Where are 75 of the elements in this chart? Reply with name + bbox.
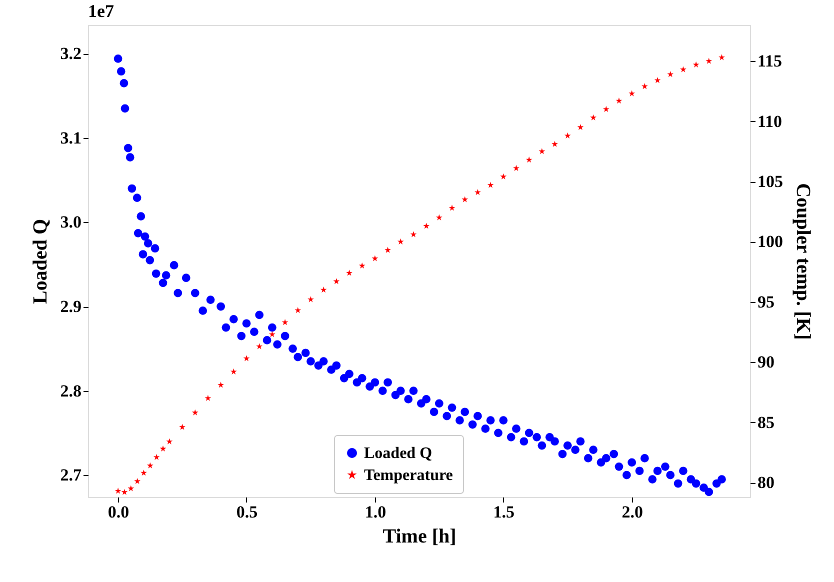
point: [128, 485, 134, 492]
point: [474, 189, 481, 196]
y-tick-label: 3.0: [60, 212, 82, 232]
y-tick-label: 2.7: [60, 466, 82, 485]
point: [526, 156, 532, 163]
point: [564, 132, 571, 138]
x-tick-label: 0.5: [236, 502, 258, 522]
point: [256, 343, 263, 350]
y-tick-label: 3.1: [60, 128, 82, 148]
y2-axis-title: Coupler temp. [K]: [792, 183, 814, 340]
point: [552, 140, 558, 147]
y2-tick-label: 115: [758, 52, 782, 71]
y2-tick-label: 100: [758, 232, 783, 252]
y2-tick-label: 80: [758, 473, 774, 492]
point: [358, 262, 366, 269]
point: [718, 54, 725, 60]
y2-tick-label: 90: [758, 352, 774, 372]
point: [146, 462, 154, 468]
point: [500, 173, 507, 180]
y-tick-label: 2.8: [60, 381, 82, 400]
point: [372, 255, 378, 262]
point: [320, 286, 327, 293]
point: [641, 83, 648, 90]
point: [333, 278, 340, 284]
x-tick-label: 2.0: [622, 502, 643, 522]
point: [269, 331, 276, 338]
point: [602, 106, 610, 112]
point: [448, 204, 456, 211]
point: [462, 196, 468, 202]
y2-tick-label: 110: [758, 112, 782, 131]
point: [577, 124, 584, 130]
point: [487, 182, 494, 188]
point: [204, 394, 212, 401]
point: [153, 454, 160, 460]
point: [410, 231, 417, 238]
point: [140, 470, 147, 476]
point: [243, 355, 250, 362]
point: [423, 222, 430, 229]
point: [230, 368, 237, 374]
point: [192, 409, 198, 416]
point: [346, 270, 352, 276]
point: [282, 319, 288, 326]
y2-tick-label: 85: [758, 412, 774, 432]
legend-label: Loaded Q: [364, 445, 432, 462]
point: [218, 382, 224, 388]
point: [706, 58, 712, 64]
y-axis-title: Loaded Q: [29, 218, 52, 304]
x-tick-label: 1.5: [493, 502, 515, 522]
point: [436, 214, 442, 220]
point: [397, 238, 404, 244]
point: [134, 478, 141, 484]
y2-tick-label: 95: [758, 292, 774, 312]
x-tick-label: 0.0: [108, 502, 130, 522]
point: [166, 438, 173, 444]
point: [384, 246, 391, 253]
legend-label: Temperature: [364, 467, 453, 484]
point: [538, 148, 546, 154]
point: [308, 296, 314, 302]
y-tick-label: 3.2: [60, 44, 82, 64]
point: [114, 488, 122, 494]
text: 1e7: [88, 1, 114, 21]
point: [513, 164, 520, 171]
point: [667, 71, 674, 78]
x-axis-title: Time [h]: [382, 526, 456, 548]
point: [294, 307, 302, 314]
point: [590, 114, 596, 120]
point: [680, 66, 686, 72]
y2-tick-label: 105: [758, 172, 783, 192]
point: [121, 488, 128, 495]
x-tick-label: 1.0: [364, 502, 386, 522]
point: [628, 90, 636, 96]
y-tick-label: 2.9: [60, 297, 82, 316]
point: [616, 98, 622, 104]
point: [179, 424, 186, 430]
point: [692, 61, 700, 68]
